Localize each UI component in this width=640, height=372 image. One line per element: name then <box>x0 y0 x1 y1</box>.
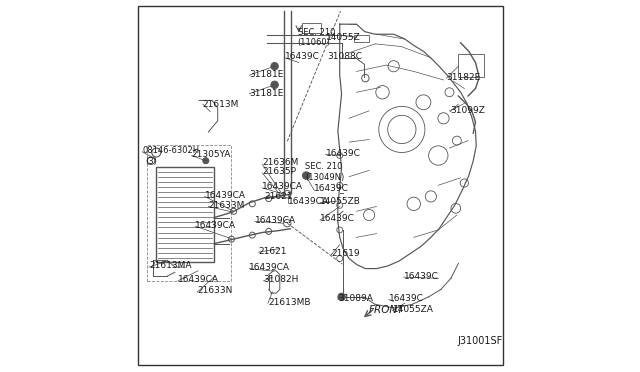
Text: 16439CA: 16439CA <box>262 182 303 191</box>
Text: 16439CA: 16439CA <box>205 191 246 200</box>
Text: 21633M: 21633M <box>209 201 244 210</box>
Text: 21613M: 21613M <box>203 100 239 109</box>
Bar <box>302 23 321 33</box>
Text: 21635P: 21635P <box>262 167 296 176</box>
Text: 21613MB: 21613MB <box>268 298 310 307</box>
Text: 16439CA: 16439CA <box>178 275 219 284</box>
Circle shape <box>271 62 278 70</box>
Circle shape <box>203 158 209 164</box>
Text: 21305YA: 21305YA <box>191 150 231 159</box>
Bar <box>458 54 484 77</box>
Text: 08146-6302H: 08146-6302H <box>142 146 199 155</box>
Text: 31082H: 31082H <box>264 275 299 284</box>
Text: SEC. 210
(13049N): SEC. 210 (13049N) <box>305 162 344 182</box>
Text: 16439C: 16439C <box>314 185 349 193</box>
Text: 14055ZB: 14055ZB <box>320 197 361 206</box>
Text: 21619: 21619 <box>331 249 360 258</box>
Text: 16439C: 16439C <box>320 214 355 223</box>
Text: 14055Z: 14055Z <box>326 33 360 42</box>
Text: 16439CA: 16439CA <box>195 221 236 230</box>
Text: 31182E: 31182E <box>447 73 481 82</box>
Text: 16439C: 16439C <box>404 272 438 280</box>
Text: 31089A: 31089A <box>338 294 372 303</box>
Text: 31088C: 31088C <box>328 52 362 61</box>
Text: 21621: 21621 <box>264 192 292 201</box>
Text: 21636M: 21636M <box>262 158 299 167</box>
Text: 14055ZA: 14055ZA <box>392 305 433 314</box>
Text: J31001SF: J31001SF <box>458 337 503 346</box>
Text: (3): (3) <box>145 157 157 166</box>
Text: FRONT: FRONT <box>369 305 404 314</box>
Text: 21621: 21621 <box>259 247 287 256</box>
Text: 31181E: 31181E <box>250 89 284 97</box>
Text: 16439C: 16439C <box>389 294 424 303</box>
Text: 21613MA: 21613MA <box>149 262 191 270</box>
Text: 16439C: 16439C <box>285 52 319 61</box>
Text: 16439C: 16439C <box>326 149 360 158</box>
Text: 16439CA: 16439CA <box>289 197 330 206</box>
Bar <box>156 167 214 262</box>
Circle shape <box>338 293 346 301</box>
Text: 21633N: 21633N <box>197 286 232 295</box>
Text: 16439CA: 16439CA <box>255 216 296 225</box>
Circle shape <box>271 81 278 89</box>
Text: SEC. 210
(11060): SEC. 210 (11060) <box>298 28 335 47</box>
Bar <box>147 145 231 281</box>
Text: 31099Z: 31099Z <box>450 106 485 115</box>
Circle shape <box>303 172 310 179</box>
Text: 16439CA: 16439CA <box>250 263 291 272</box>
Text: 31181E: 31181E <box>250 70 284 79</box>
Bar <box>354 35 369 42</box>
